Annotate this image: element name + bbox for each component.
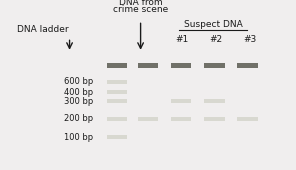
Bar: [138, 63, 158, 68]
Text: DNA from: DNA from: [119, 0, 163, 7]
Text: #2: #2: [210, 35, 223, 44]
Bar: [107, 80, 127, 84]
Bar: [204, 63, 225, 68]
Bar: [237, 117, 258, 121]
Text: crime scene: crime scene: [113, 5, 168, 14]
Bar: [107, 135, 127, 139]
Text: 600 bp: 600 bp: [64, 78, 93, 86]
Text: 100 bp: 100 bp: [64, 133, 93, 141]
Text: 400 bp: 400 bp: [64, 88, 93, 97]
Bar: [204, 99, 225, 103]
Text: 300 bp: 300 bp: [64, 97, 93, 106]
Bar: [171, 63, 192, 68]
Bar: [107, 117, 127, 121]
Bar: [171, 99, 192, 103]
Text: DNA ladder: DNA ladder: [17, 25, 69, 34]
Text: #1: #1: [176, 35, 189, 44]
Bar: [204, 117, 225, 121]
Text: Suspect DNA: Suspect DNA: [184, 20, 242, 29]
Bar: [107, 99, 127, 103]
Bar: [107, 63, 127, 68]
Text: #3: #3: [244, 35, 257, 44]
Bar: [107, 90, 127, 94]
Bar: [237, 63, 258, 68]
Text: 200 bp: 200 bp: [64, 114, 93, 123]
Bar: [138, 117, 158, 121]
Bar: [171, 117, 192, 121]
